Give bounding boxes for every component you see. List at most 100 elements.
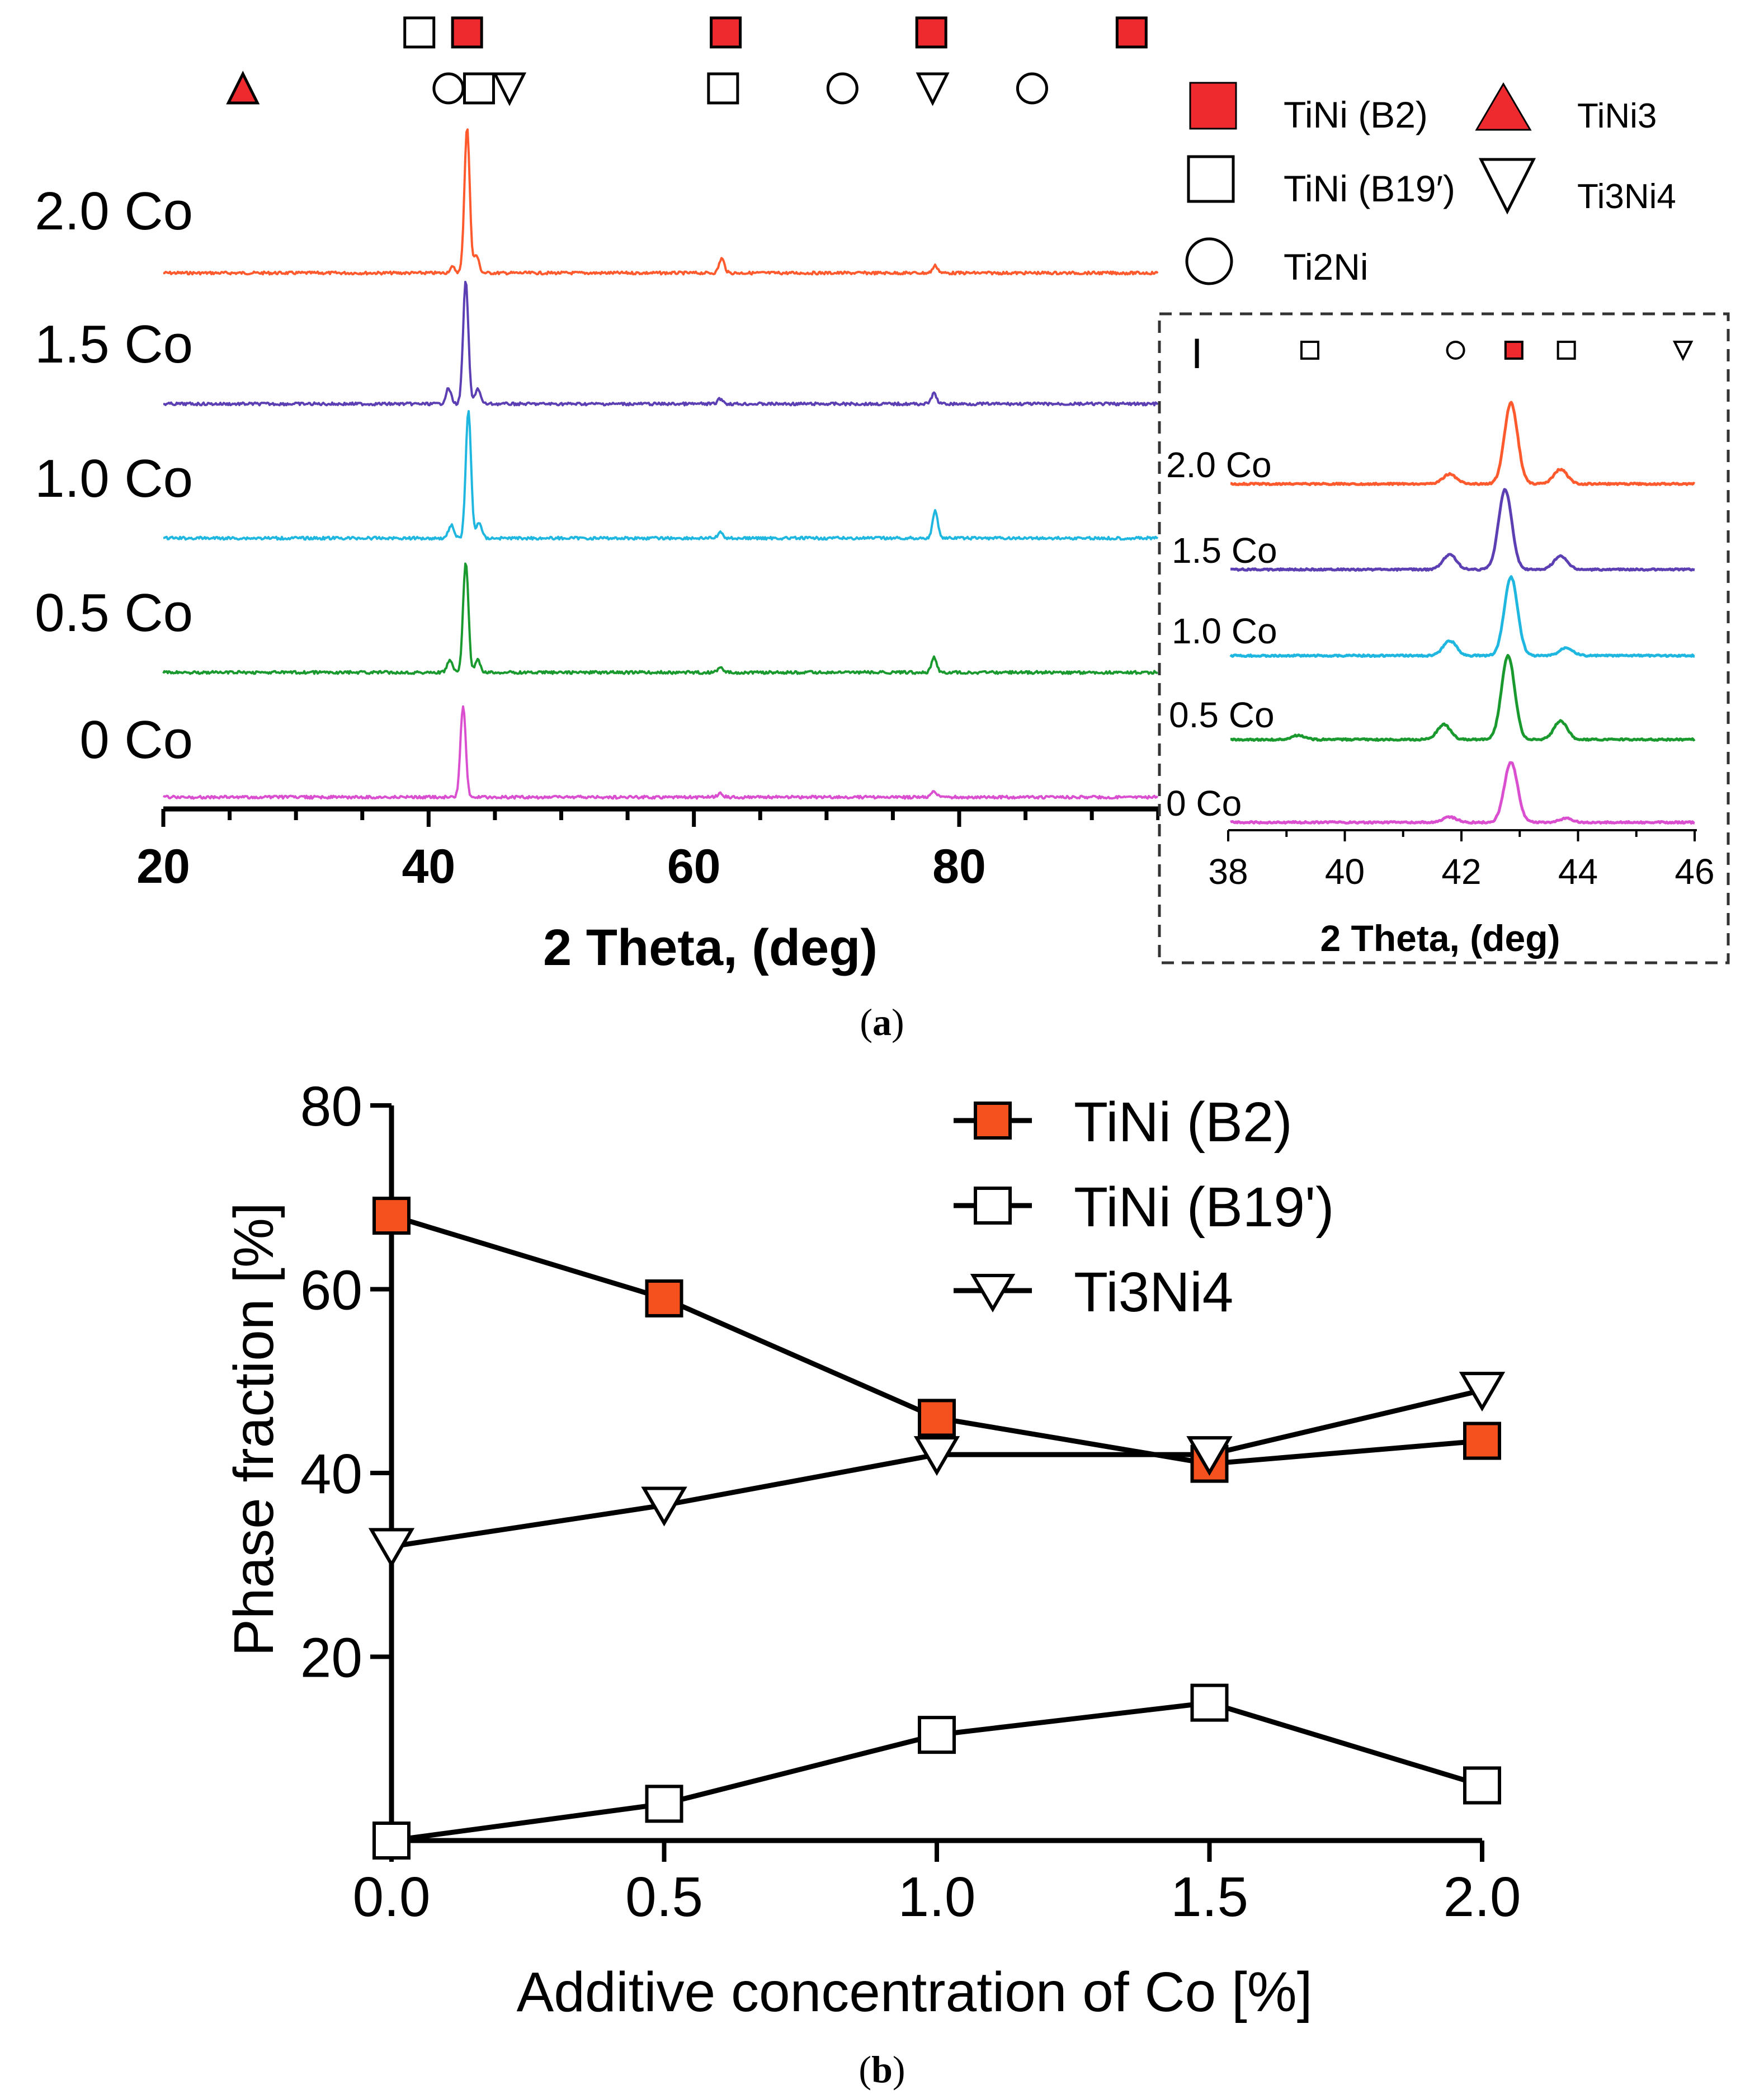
legend-label: TiNi (B19')	[1074, 1176, 1334, 1239]
legend-label: TiNi (B2)	[1074, 1091, 1293, 1154]
series-label: 1.0 Co	[35, 449, 193, 509]
x-tick-label: 0.0	[352, 1866, 430, 1928]
inset-series-label: 0 Co	[1166, 783, 1242, 823]
inset-x-tick-label: 40	[1325, 851, 1365, 892]
ti2ni-marker	[432, 72, 465, 105]
b19-point	[918, 1716, 956, 1754]
legend-label: Ti3Ni4	[1074, 1261, 1233, 1324]
x-tick-label: 1.5	[1171, 1866, 1248, 1928]
tini-b2-marker	[915, 16, 947, 49]
inset-series-label: 2.0 Co	[1166, 445, 1272, 485]
legend-label: TiNi3	[1577, 97, 1657, 135]
ti3ni4-point	[1459, 1372, 1506, 1412]
y-tick-label: 20	[300, 1627, 362, 1689]
inset-x-axis: 38 40 42 44 46	[1208, 829, 1715, 892]
tini-b2-marker	[1504, 341, 1524, 360]
axes: 0.0 0.5 1.0 1.5 2.0 20 40 60 80	[300, 1075, 1521, 1928]
inset-zoom-panel: I 2.0 Co 1.5 Co 1.0 Co 0.5 Co 0 Co 38 40 42 44 4…	[1158, 312, 1730, 964]
panel-b-phase-fraction: 0.0 0.5 1.0 1.5 2.0 20 40 60 80 Additive concent…	[223, 1075, 1521, 2091]
ti2ni-marker	[1446, 341, 1465, 360]
legend-square-open-icon	[1187, 155, 1235, 203]
xrd-curve	[163, 410, 1159, 541]
tini-b19-marker	[463, 72, 495, 105]
b19-point	[645, 1785, 683, 1823]
tini-b19-marker	[1300, 341, 1319, 360]
series-labels: 2.0 Co 1.5 Co 1.0 Co 0.5 Co 0 Co	[35, 181, 193, 770]
inset-curve	[1230, 401, 1696, 486]
inset-series-label: 0.5 Co	[1169, 695, 1275, 735]
tini-b2-marker	[1115, 16, 1148, 49]
inset-phase-markers	[1300, 341, 1694, 361]
legend-square-open-icon	[974, 1187, 1012, 1225]
legend-square-filled-icon	[1189, 82, 1237, 130]
ti3ni4-point	[913, 1436, 960, 1476]
ti2ni-marker	[826, 72, 859, 105]
legend-circle-open-icon	[1185, 237, 1233, 285]
x-tick-label: 20	[136, 840, 190, 893]
caption-a: (a)	[860, 1001, 904, 1043]
tini-b2-marker	[710, 16, 742, 49]
tini-b19-marker	[403, 16, 436, 49]
ti2ni-marker	[1016, 72, 1048, 105]
ti3ni4-marker	[916, 72, 950, 106]
legend-triangle-filled-icon	[1475, 82, 1532, 131]
tini-b19-marker	[1557, 341, 1576, 360]
inset-x-tick-label: 44	[1558, 851, 1598, 892]
inset-x-tick-label: 42	[1441, 851, 1481, 892]
inset-curve	[1230, 653, 1696, 742]
x-tick-label: 80	[932, 840, 986, 893]
ti3ni4-point	[368, 1528, 415, 1568]
inset-series-label: 1.0 Co	[1172, 611, 1277, 651]
series-label: 0.5 Co	[35, 583, 193, 643]
xrd-curves	[162, 128, 1159, 800]
phase-legend: TiNi (B2) TiNi3 TiNi (B19′) Ti3Ni4 Ti2Ni	[1185, 82, 1676, 288]
xrd-curve	[162, 562, 1158, 675]
ti3ni4-point	[1186, 1436, 1233, 1476]
b19-point	[1190, 1683, 1229, 1722]
inset-series-label: 1.5 Co	[1172, 530, 1277, 571]
inset-x-axis-title: 2 Theta, (deg)	[1320, 917, 1560, 959]
b2-point	[918, 1399, 956, 1437]
inset-curve	[1230, 761, 1695, 825]
panel-a-xrd-patterns: 2.0 Co 1.5 Co 1.0 Co 0.5 Co 0 Co 20 40 60 80 2 …	[35, 16, 1730, 1043]
y-tick-label: 80	[300, 1075, 362, 1138]
legend-label: Ti3Ni4	[1577, 177, 1676, 216]
inset-curve	[1230, 488, 1695, 572]
xrd-curve	[162, 705, 1159, 800]
x-tick-label: 1.0	[898, 1866, 975, 1928]
b2-point	[1463, 1422, 1501, 1460]
inset-curves	[1229, 401, 1696, 825]
legend-label: Ti2Ni	[1284, 246, 1369, 288]
legend-label: TiNi (B2)	[1284, 94, 1428, 135]
y-tick-label: 60	[300, 1259, 362, 1322]
inset-x-tick-label: 46	[1675, 851, 1714, 892]
ti3ni4-marker	[492, 72, 527, 106]
y-axis-title: Phase fraction [%]	[223, 1202, 285, 1656]
series-label: 2.0 Co	[35, 181, 193, 241]
legend-triangle-down-open-icon	[1478, 158, 1536, 215]
tini-b19-marker	[707, 72, 739, 105]
b2-point	[372, 1197, 411, 1235]
inset-curve	[1229, 575, 1695, 658]
legend-triangle-down-open-icon	[970, 1274, 1016, 1312]
series-markers	[368, 1197, 1506, 1860]
x-axis: 20 40 60 80	[136, 806, 1161, 893]
ti3ni4-marker	[1672, 341, 1694, 361]
b19-point	[1463, 1766, 1501, 1805]
legend-square-filled-icon	[974, 1102, 1012, 1140]
tini-b2-marker	[451, 16, 483, 49]
xrd-curve	[163, 280, 1159, 407]
inset-x-tick-label: 38	[1208, 851, 1248, 892]
inset-frame	[1158, 312, 1730, 964]
x-axis-title: 2 Theta, (deg)	[543, 919, 878, 976]
caption-b: (b)	[859, 2048, 905, 2091]
x-tick-label: 40	[402, 840, 455, 893]
b2-point	[645, 1279, 683, 1317]
x-tick-label: 0.5	[625, 1866, 703, 1928]
legend: TiNi (B2) TiNi (B19') Ti3Ni4	[954, 1091, 1334, 1324]
x-tick-label: 60	[667, 840, 721, 893]
legend-label: TiNi (B19′)	[1284, 168, 1455, 209]
series-label: 1.5 Co	[35, 314, 193, 374]
intensity-scale-icon: I	[1191, 330, 1202, 378]
